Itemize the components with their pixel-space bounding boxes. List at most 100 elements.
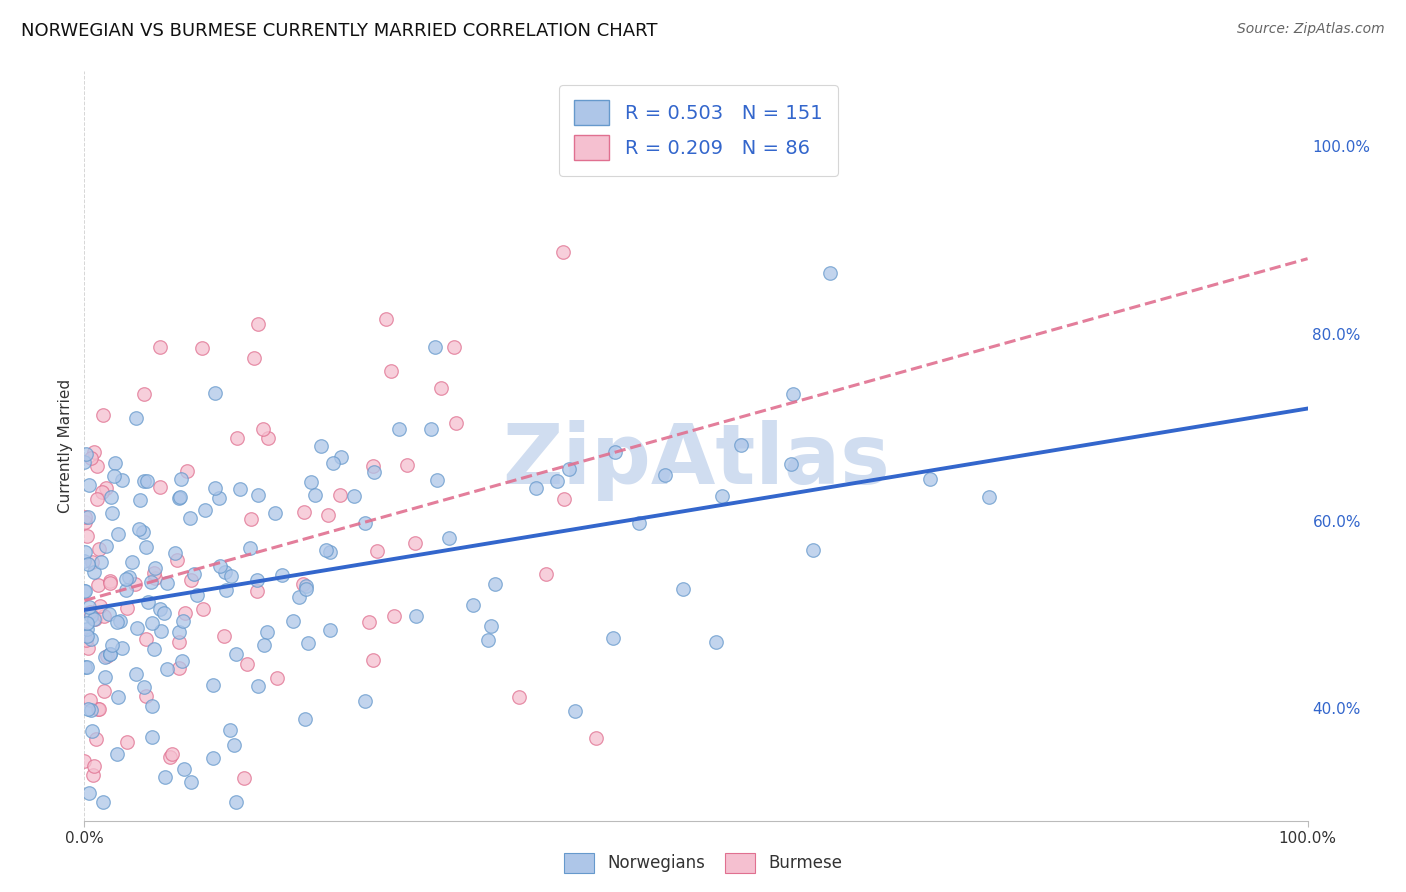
Point — [86, 577, 108, 591]
Point — [105, 842, 128, 856]
Text: ZipAtlas: ZipAtlas — [502, 420, 890, 501]
Point — [602, 631, 624, 645]
Point — [136, 595, 159, 609]
Point — [405, 609, 427, 624]
Point — [77, 600, 100, 615]
Point — [209, 558, 232, 573]
Point — [115, 600, 138, 615]
Point — [152, 607, 174, 621]
Point — [172, 655, 194, 669]
Point — [93, 795, 115, 809]
Point — [83, 612, 105, 626]
Point — [104, 457, 127, 471]
Point — [136, 474, 159, 488]
Point — [173, 606, 195, 620]
Point — [329, 488, 352, 502]
Point — [86, 731, 108, 746]
Point — [212, 629, 235, 643]
Y-axis label: Currently Married: Currently Married — [58, 379, 73, 513]
Point — [75, 515, 97, 529]
Point — [214, 583, 236, 598]
Point — [315, 542, 337, 557]
Point — [246, 488, 269, 502]
Point — [105, 747, 128, 761]
Point — [107, 690, 129, 704]
Point — [396, 458, 419, 472]
Point — [425, 340, 447, 354]
Point — [86, 458, 108, 473]
Point — [149, 602, 172, 616]
Point — [173, 762, 195, 776]
Point — [132, 474, 155, 488]
Point — [160, 747, 183, 761]
Point — [236, 657, 259, 672]
Point — [252, 422, 274, 436]
Point — [319, 545, 342, 559]
Point — [83, 759, 105, 773]
Point — [704, 635, 727, 649]
Point — [86, 491, 108, 506]
Point — [329, 450, 352, 464]
Point — [76, 529, 98, 543]
Point — [654, 467, 676, 482]
Point — [730, 438, 752, 452]
Point — [214, 565, 236, 579]
Point — [143, 571, 166, 585]
Point — [322, 456, 344, 470]
Point — [149, 480, 172, 494]
Point — [101, 638, 124, 652]
Point — [101, 506, 124, 520]
Point — [156, 576, 179, 591]
Point — [167, 625, 190, 640]
Point — [271, 567, 294, 582]
Point — [240, 512, 263, 526]
Point — [294, 712, 316, 726]
Point — [295, 582, 318, 597]
Point — [80, 724, 103, 739]
Point — [363, 465, 385, 479]
Point — [221, 569, 243, 583]
Point — [107, 527, 129, 541]
Point — [169, 472, 191, 486]
Point — [553, 244, 575, 259]
Point — [76, 629, 98, 643]
Point — [124, 577, 146, 591]
Point — [167, 635, 190, 649]
Point — [73, 545, 96, 559]
Point — [446, 416, 468, 430]
Point — [121, 842, 143, 856]
Point — [780, 457, 803, 471]
Point — [977, 491, 1000, 505]
Point — [292, 505, 315, 519]
Point — [295, 579, 318, 593]
Point — [672, 582, 695, 596]
Point — [76, 660, 98, 674]
Point — [167, 661, 190, 675]
Point — [141, 574, 163, 589]
Point — [105, 615, 128, 629]
Point — [89, 599, 111, 614]
Point — [143, 561, 166, 575]
Point — [141, 615, 163, 630]
Point — [79, 786, 101, 800]
Point — [247, 680, 270, 694]
Point — [246, 573, 269, 587]
Point — [430, 381, 453, 395]
Point — [94, 539, 117, 553]
Point — [508, 690, 530, 704]
Point — [426, 473, 449, 487]
Point — [343, 489, 366, 503]
Point — [135, 540, 157, 554]
Point — [79, 605, 101, 619]
Legend: Norwegians, Burmese: Norwegians, Burmese — [557, 847, 849, 880]
Point — [76, 622, 98, 636]
Point — [477, 633, 499, 648]
Point — [353, 516, 375, 530]
Point — [782, 387, 804, 401]
Point — [208, 491, 231, 505]
Point — [121, 555, 143, 569]
Point — [94, 650, 117, 665]
Point — [204, 481, 226, 495]
Point — [404, 535, 426, 549]
Point — [243, 351, 266, 365]
